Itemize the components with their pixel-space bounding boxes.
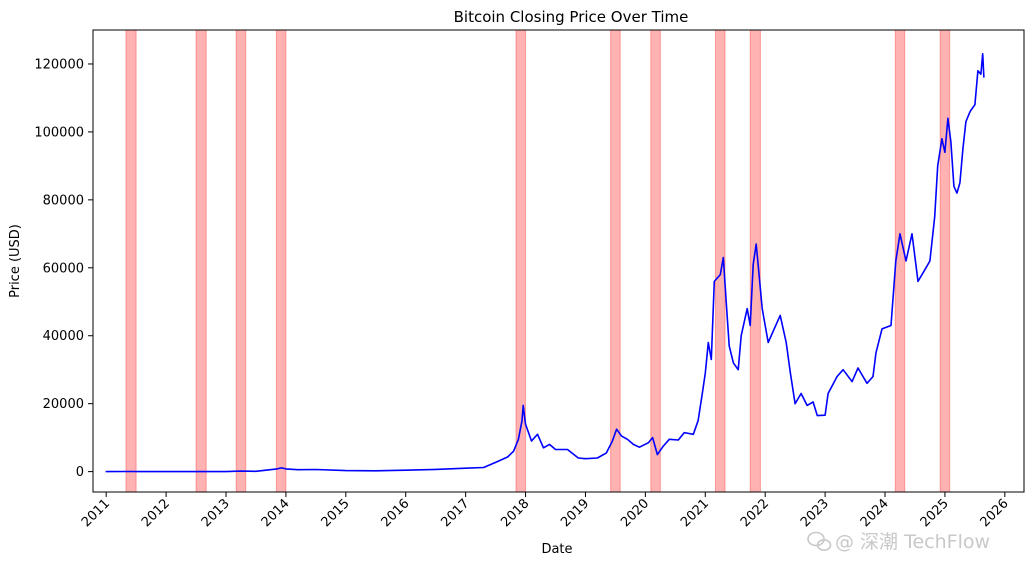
x-tick-label: 2015 xyxy=(319,496,353,530)
x-tick-label: 2025 xyxy=(918,496,952,530)
series-line-0 xyxy=(105,53,985,473)
watermark: @ 深潮 TechFlow xyxy=(807,531,990,553)
x-tick-label: 2024 xyxy=(858,496,892,530)
chart-title: Bitcoin Closing Price Over Time xyxy=(454,8,689,26)
x-tick-label: 2022 xyxy=(738,496,772,530)
x-tick-label: 2016 xyxy=(379,496,413,530)
x-tick-label: 2013 xyxy=(199,496,233,530)
price-series xyxy=(105,53,985,473)
x-tick-label: 2021 xyxy=(678,496,712,530)
y-tick-label: 120000 xyxy=(34,57,84,72)
y-tick-label: 0 xyxy=(76,465,84,480)
shaded-range-8 xyxy=(749,29,761,493)
x-tick-label: 2018 xyxy=(498,496,532,530)
x-tick-label: 2017 xyxy=(438,496,472,530)
x-tick-label: 2014 xyxy=(259,496,293,530)
shaded-range-0 xyxy=(125,29,137,493)
y-tick-label: 100000 xyxy=(34,125,84,140)
y-tick-label: 80000 xyxy=(43,193,84,208)
watermark-text: @ 深潮 TechFlow xyxy=(835,531,990,553)
x-axis-ticks: 2011 2012 2013 2014 2015 2016 2017 2018 2019 2020… xyxy=(79,492,1012,530)
shaded-range-5 xyxy=(610,29,621,493)
x-tick-label: 2020 xyxy=(618,496,652,530)
shaded-range-6 xyxy=(650,29,661,493)
shaded-range-3 xyxy=(275,29,287,493)
y-tick-label: 60000 xyxy=(43,261,84,276)
x-tick-label: 2011 xyxy=(79,496,113,530)
x-tick-label: 2012 xyxy=(139,496,173,530)
shaded-range-2 xyxy=(235,29,247,493)
shaded-range-4 xyxy=(515,29,527,493)
y-axis-label: Price (USD) xyxy=(8,224,23,298)
shaded-range-9 xyxy=(894,29,906,493)
shaded-range-10 xyxy=(939,29,951,493)
wechat-icon xyxy=(807,531,832,551)
shaded-regions xyxy=(125,29,951,493)
shaded-range-1 xyxy=(195,29,207,493)
plot-frame xyxy=(92,29,1025,493)
y-axis-ticks: 0 20000 40000 60000 80000 100000 120000 xyxy=(34,57,93,480)
x-axis-label: Date xyxy=(541,542,572,557)
y-tick-label: 20000 xyxy=(43,397,84,412)
x-tick-label: 2023 xyxy=(798,496,832,530)
y-tick-label: 40000 xyxy=(43,329,84,344)
x-tick-label: 2026 xyxy=(978,496,1012,530)
x-tick-label: 2019 xyxy=(558,496,592,530)
